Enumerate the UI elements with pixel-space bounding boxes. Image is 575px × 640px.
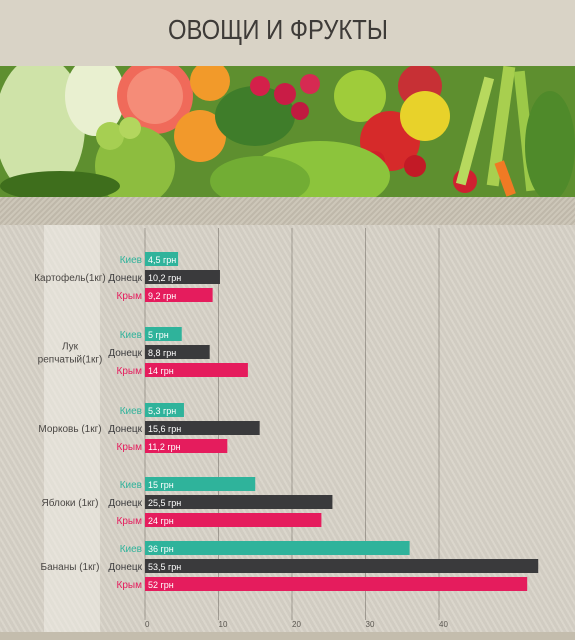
bar bbox=[145, 270, 220, 284]
series-label: Киев bbox=[120, 330, 142, 341]
bar-value-label: 8,8 грн bbox=[148, 348, 176, 358]
bar-value-label: 24 грн bbox=[148, 516, 174, 526]
x-tick-label: 40 bbox=[439, 620, 448, 629]
bar-value-label: 5 грн bbox=[148, 330, 169, 340]
series-label: Крым bbox=[117, 291, 143, 302]
bar bbox=[145, 439, 228, 453]
bar-value-label: 14 грн bbox=[148, 366, 174, 376]
category-label: Лук bbox=[62, 342, 79, 353]
bar bbox=[145, 421, 260, 435]
bar bbox=[145, 345, 210, 359]
bar-value-label: 53,5 грн bbox=[148, 562, 181, 572]
bar bbox=[145, 559, 539, 573]
bar-value-label: 11,2 грн bbox=[148, 442, 181, 452]
bar-value-label: 25,5 грн bbox=[148, 498, 181, 508]
category-label: Картофель(1кг) bbox=[34, 272, 106, 284]
bar-value-label: 15,6 грн bbox=[148, 424, 181, 434]
category-label: репчатый(1кг) bbox=[38, 355, 103, 366]
bar bbox=[145, 403, 184, 417]
category-label: Морковь (1кг) bbox=[38, 424, 101, 435]
vegetables-banner-image bbox=[0, 66, 575, 197]
bar-value-label: 52 грн bbox=[148, 580, 174, 590]
bar bbox=[145, 477, 256, 491]
series-label: Крым bbox=[117, 516, 143, 527]
page-title: ОВОЩИ И ФРУКТЫ bbox=[168, 14, 388, 45]
series-label: Крым bbox=[117, 580, 143, 591]
series-label: Крым bbox=[117, 442, 143, 453]
x-tick-label: 20 bbox=[292, 620, 301, 629]
bar-value-label: 10,2 грн bbox=[148, 273, 181, 283]
series-label: Крым bbox=[117, 366, 143, 377]
category-label: Яблоки (1кг) bbox=[42, 497, 99, 509]
bottom-band bbox=[0, 632, 575, 640]
x-tick-label: 10 bbox=[219, 620, 228, 629]
bar-value-label: 15 грн bbox=[148, 480, 174, 490]
vegetables-illustration bbox=[0, 66, 575, 197]
series-label: Киев bbox=[120, 255, 142, 266]
series-label: Донецк bbox=[108, 348, 142, 359]
bar-value-label: 36 грн bbox=[148, 544, 174, 554]
series-label: Киев bbox=[120, 480, 142, 491]
bar bbox=[145, 577, 528, 591]
series-label: Киев bbox=[120, 406, 142, 417]
x-tick-label: 0 bbox=[145, 620, 150, 629]
bar bbox=[145, 541, 410, 555]
bar bbox=[145, 363, 248, 377]
bar-value-label: 4,5 грн bbox=[148, 255, 176, 265]
category-label-panel bbox=[44, 225, 100, 640]
bar-value-label: 9,2 грн bbox=[148, 291, 176, 301]
bar bbox=[145, 495, 333, 509]
x-tick-label: 30 bbox=[366, 620, 375, 629]
series-label: Донецк bbox=[108, 562, 142, 573]
series-label: Донецк bbox=[108, 424, 142, 435]
bar bbox=[145, 288, 213, 302]
header: ОВОЩИ И ФРУКТЫ bbox=[0, 0, 575, 66]
series-label: Донецк bbox=[108, 273, 142, 284]
category-label: Бананы (1кг) bbox=[41, 562, 100, 573]
bar bbox=[145, 513, 322, 527]
bar bbox=[145, 252, 179, 266]
divider-band bbox=[0, 197, 575, 225]
bar bbox=[145, 327, 182, 341]
series-label: Донецк bbox=[108, 498, 142, 509]
series-label: Киев bbox=[120, 544, 142, 555]
bar-value-label: 5,3 грн bbox=[148, 406, 176, 416]
